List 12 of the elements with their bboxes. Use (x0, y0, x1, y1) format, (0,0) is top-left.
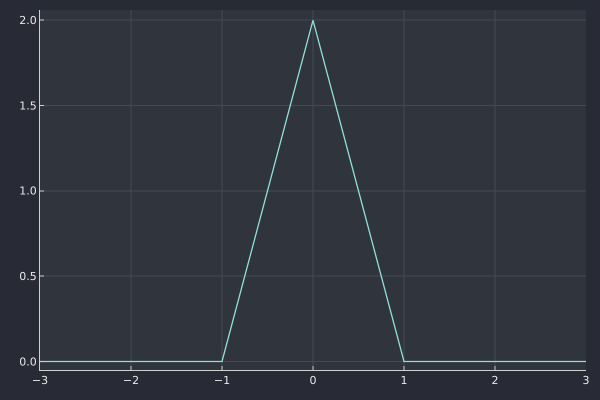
x-tick-label: 2 (492, 374, 498, 388)
x-tick-label: −2 (122, 374, 140, 388)
x-tick-label: 0 (310, 374, 316, 388)
x-tick-label: 1 (400, 374, 408, 388)
x-tick-label: −1 (214, 374, 230, 388)
y-tick-label: 2.0 (19, 14, 37, 28)
y-tick-label: 1.0 (19, 184, 37, 198)
y-tick-label: 0.5 (19, 270, 37, 284)
x-tick-label: 3 (582, 374, 590, 388)
y-tick-label: 1.5 (19, 99, 37, 112)
x-tick-label: −3 (32, 374, 48, 388)
y-tick-label: 0.0 (19, 355, 37, 368)
